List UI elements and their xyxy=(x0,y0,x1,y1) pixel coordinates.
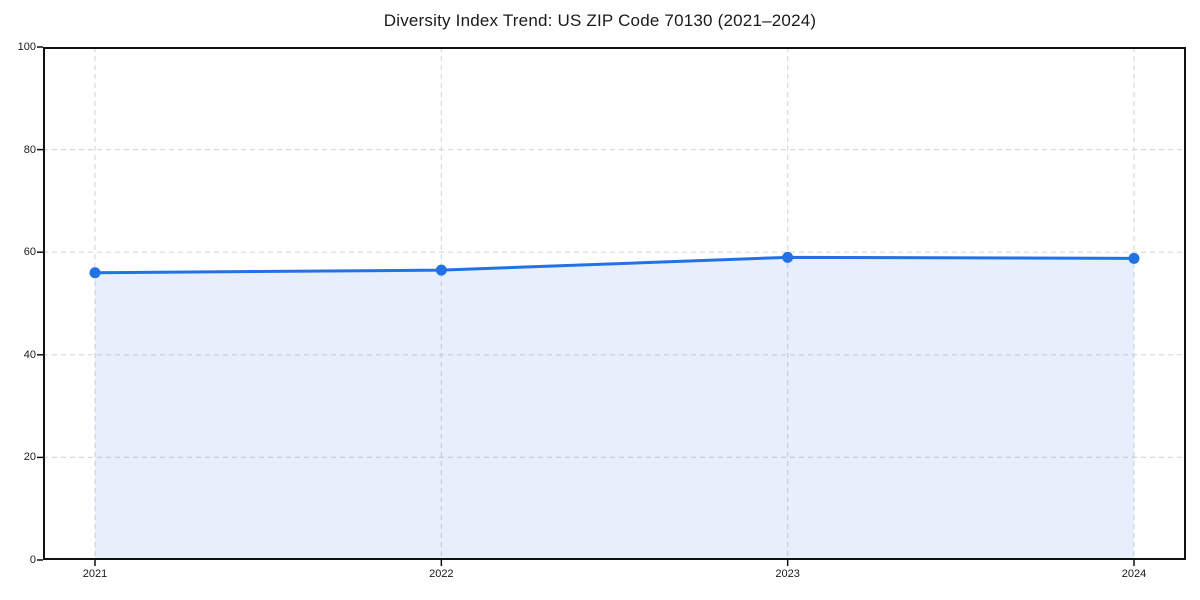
x-tick-label: 2022 xyxy=(429,568,454,580)
y-tick-label: 20 xyxy=(23,451,36,464)
x-tick-label: 2024 xyxy=(1121,568,1147,580)
y-tick-label: 0 xyxy=(29,554,36,566)
y-tick-label: 40 xyxy=(23,348,36,361)
data-point-marker xyxy=(1128,252,1140,264)
x-tick-label: 2021 xyxy=(82,568,108,580)
series-line xyxy=(93,255,1136,275)
chart-title: Diversity Index Trend: US ZIP Code 70130… xyxy=(383,11,817,30)
data-point-marker xyxy=(89,267,101,279)
plot-area xyxy=(37,46,1186,566)
series-area-fill xyxy=(95,257,1134,560)
y-tick-label: 60 xyxy=(23,246,36,259)
x-tick-label: 2023 xyxy=(775,568,800,580)
plot-border xyxy=(43,47,1186,560)
y-tick-label: 80 xyxy=(23,143,36,156)
y-tick-label: 100 xyxy=(17,41,36,53)
data-point-marker xyxy=(435,264,447,276)
data-point-marker xyxy=(782,251,794,263)
